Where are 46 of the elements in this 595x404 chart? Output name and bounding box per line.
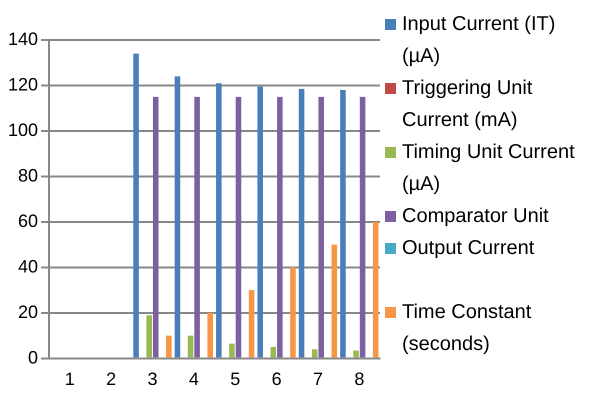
legend-label: Comparator Unit [402,204,549,229]
x-tick-label: 2 [106,369,116,390]
bar [360,96,366,358]
bar [270,347,276,358]
y-tick-label: 40 [18,256,38,276]
legend-label: Time Constant (seconds) [402,300,532,357]
x-tick-label: 4 [188,369,199,390]
bar [277,96,283,358]
legend-label: Timing Unit Current (µA) [402,140,576,197]
bar [257,86,263,358]
bar [298,88,304,358]
bar [318,96,324,358]
bar [216,83,222,358]
bar [207,312,213,358]
bar [166,336,172,358]
x-tick-label: 5 [230,369,240,390]
bar [248,290,254,358]
bar [340,90,346,358]
legend-label: Output Current [402,236,534,261]
y-tick-label: 80 [18,165,38,186]
y-tick-label: 120 [8,74,38,94]
bar [133,54,139,358]
x-tick-label: 6 [272,369,282,390]
y-tick-label: 140 [8,28,38,49]
bar [194,96,200,358]
bar [332,244,338,358]
bar [353,350,359,358]
x-tick-label: 3 [147,369,158,390]
x-tick-label: 1 [64,369,75,390]
bar [146,315,152,358]
bar [290,267,296,358]
bar [312,349,318,358]
legend-label: Input Current (IT) (µA) [402,12,556,69]
bar [188,336,194,358]
bar [229,344,235,358]
y-tick-label: 60 [18,210,38,231]
x-tick-label: 7 [312,369,323,390]
bar [372,222,378,358]
legend-label: Triggering Unit Current (mA) [402,76,534,133]
x-tick-label: 8 [354,369,364,390]
bar [174,76,180,358]
bar [152,96,159,358]
y-tick-label: 100 [8,120,38,140]
y-tick-label: 20 [18,302,38,322]
bar [236,96,242,358]
y-tick-label: 0 [28,347,38,368]
